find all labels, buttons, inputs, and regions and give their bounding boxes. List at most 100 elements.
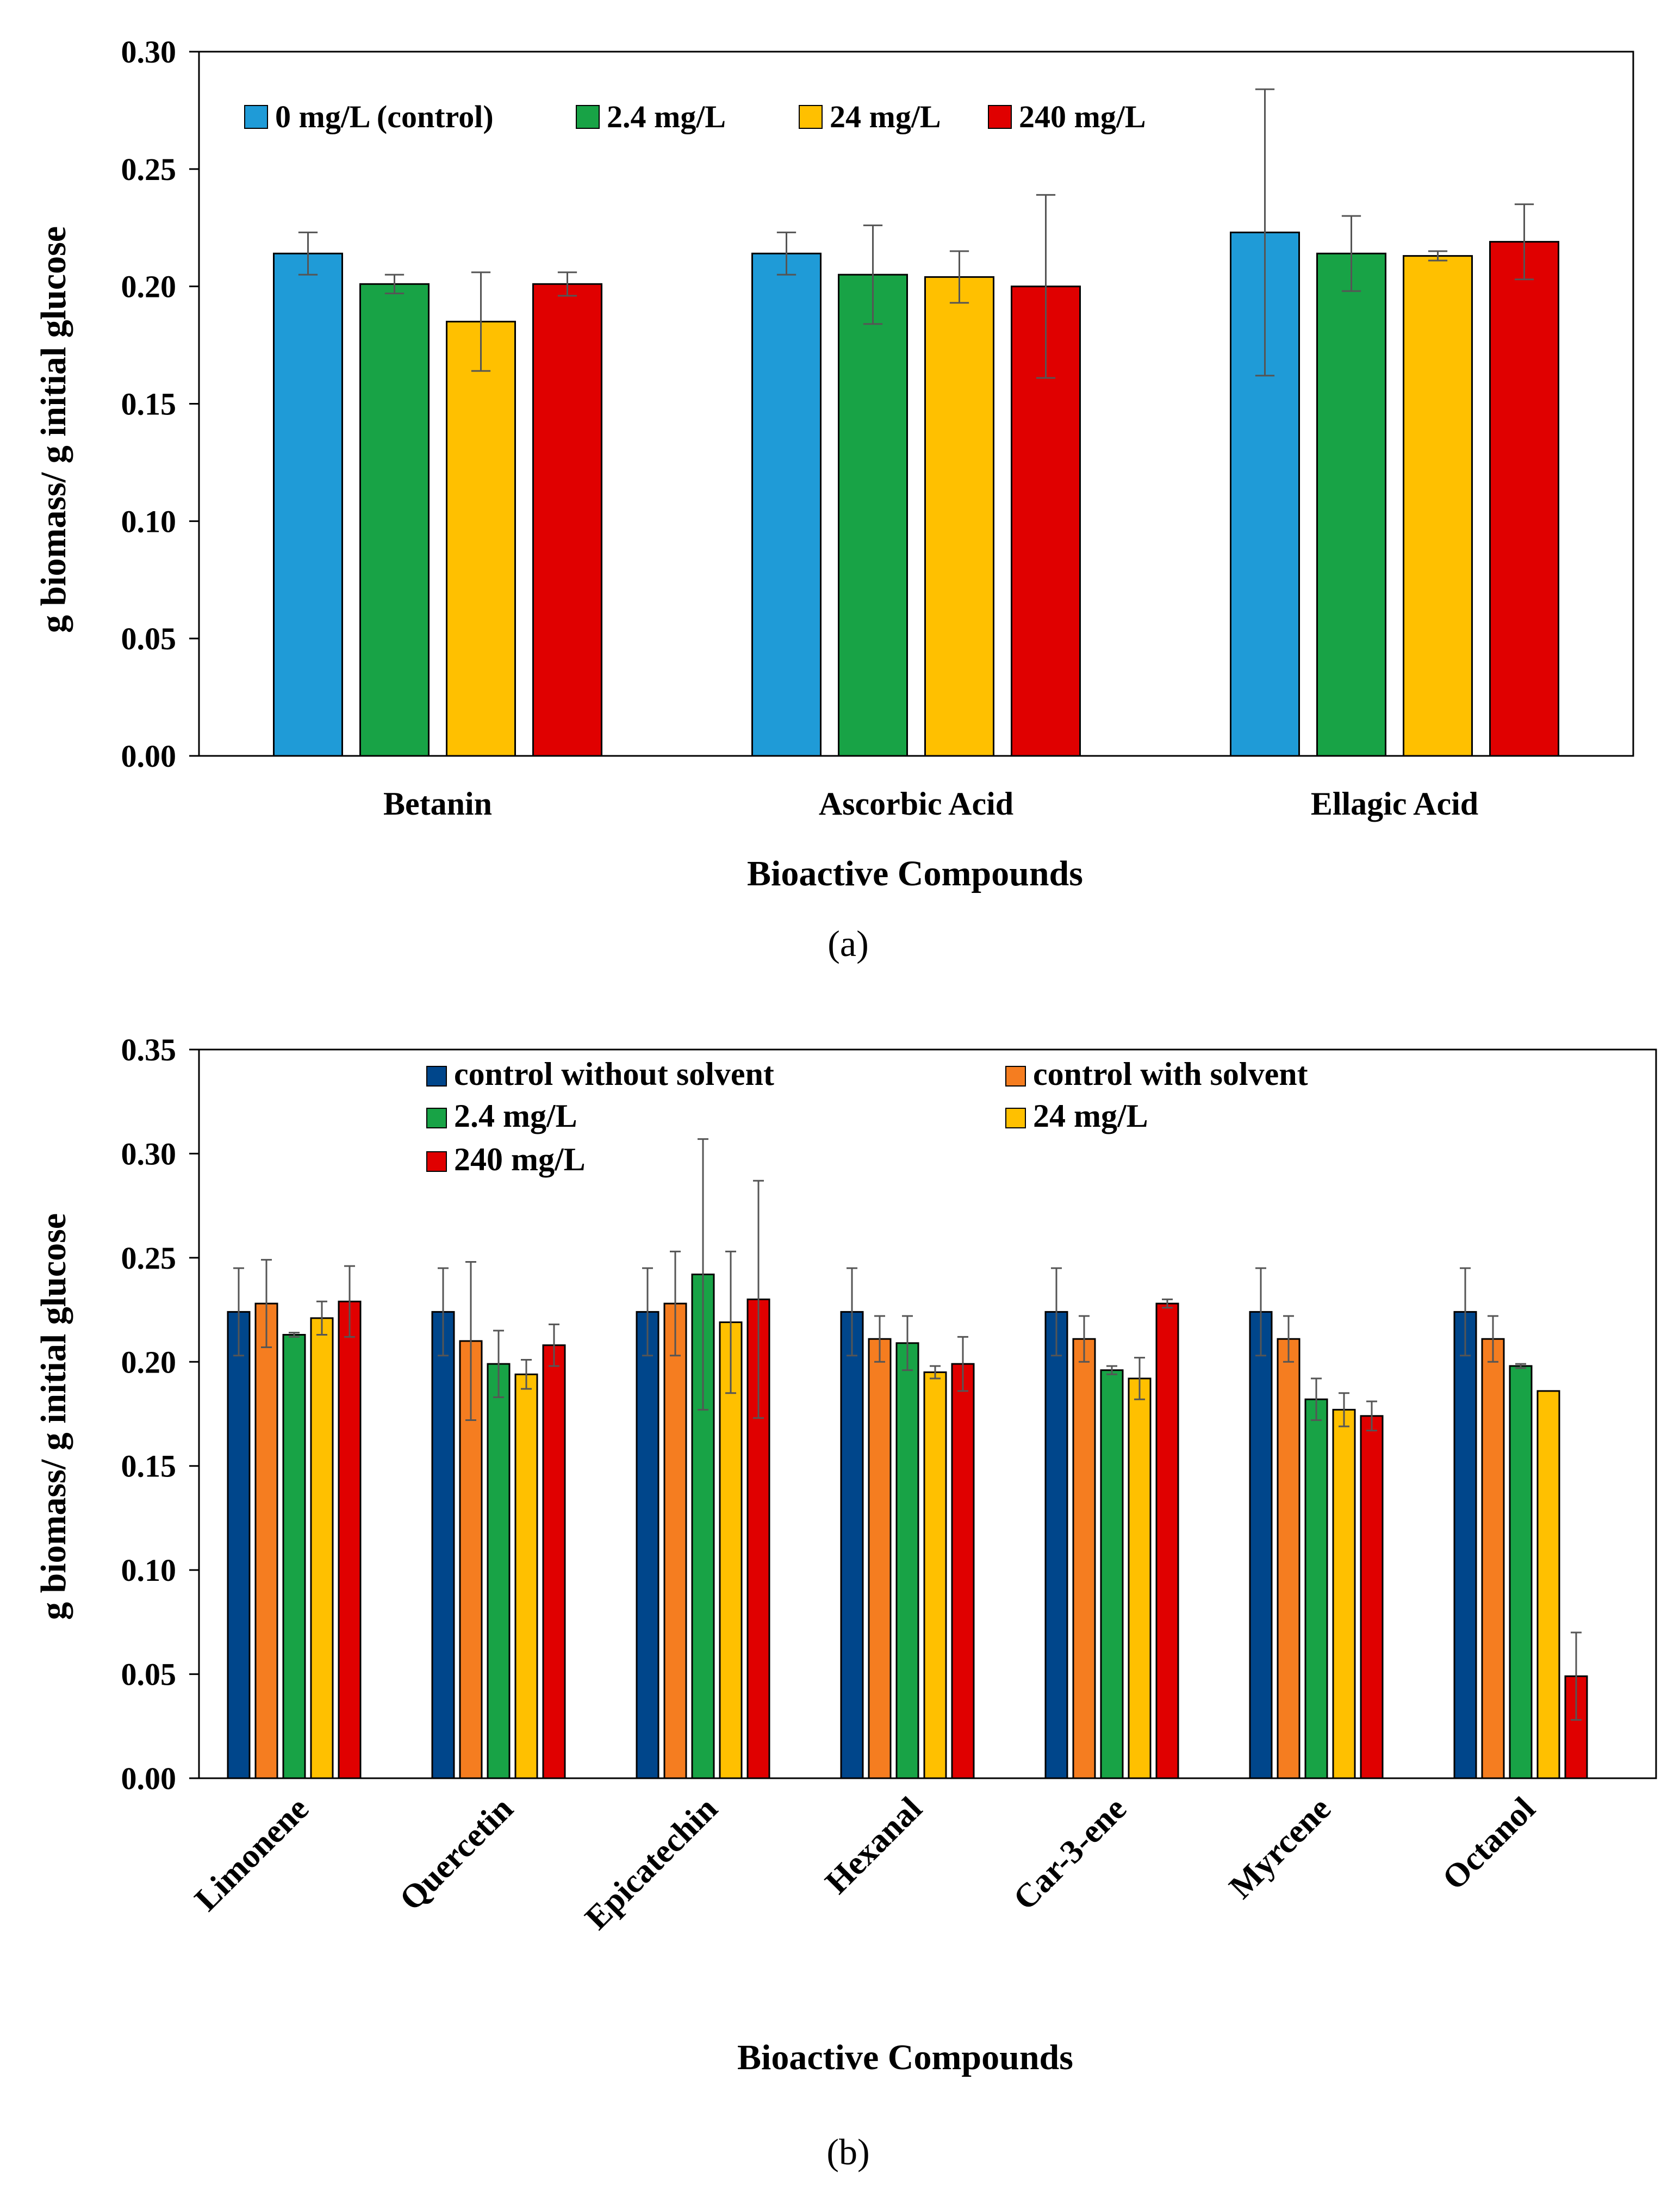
bar-hexanal-240-mg-l xyxy=(951,1363,975,1779)
y-tick-label: 0.10 xyxy=(121,504,177,539)
legend-swatch xyxy=(426,1066,447,1087)
y-axis-label-b: g biomass/ g initial glucose xyxy=(34,1213,73,1620)
bar-hexanal-24-mg-l xyxy=(923,1371,947,1779)
error-bar-betanin-240-mg-l xyxy=(557,271,577,297)
error-bar-ascorbic-acid-0-mg-l-control xyxy=(776,231,797,276)
error-bar-myrcene-240-mg-l xyxy=(1366,1400,1377,1432)
bar-ellagic-acid-24-mg-l xyxy=(1403,255,1473,757)
error-bar-hexanal-control-with-solvent xyxy=(874,1315,885,1363)
y-tick-label: 0.10 xyxy=(121,1553,177,1588)
bar-myrcene-240-mg-l xyxy=(1360,1415,1384,1779)
y-tick-label: 0.25 xyxy=(121,1240,177,1276)
bar-myrcene-control-with-solvent xyxy=(1277,1338,1301,1779)
bar-ascorbic-acid-24-mg-l xyxy=(924,276,994,757)
bar-octanol-2-4-mg-l xyxy=(1509,1365,1533,1779)
y-tick-label: 0.25 xyxy=(121,152,177,187)
bar-quercetin-240-mg-l xyxy=(542,1344,566,1779)
error-bar-myrcene-control-with-solvent xyxy=(1283,1315,1294,1363)
bar-ascorbic-acid-2-4-mg-l xyxy=(838,274,908,757)
error-bar-limonene-control-without-solvent xyxy=(233,1267,244,1357)
chart-panel-a: 0.00 0.05 0.10 0.15 0.20 0.25 0.30 Betanin Asco… xyxy=(34,34,1634,964)
axes-group-b xyxy=(189,1048,1657,1779)
legend-swatch xyxy=(426,1151,447,1172)
bar-hexanal-control-without-solvent xyxy=(840,1311,864,1779)
bar-quercetin-24-mg-l xyxy=(514,1373,538,1779)
x-axis-label-a: Bioactive Compounds xyxy=(747,854,1083,893)
error-bar-hexanal-2-4-mg-l xyxy=(902,1315,913,1371)
error-bar-epicatechin-control-without-solvent xyxy=(642,1267,653,1357)
error-bars-group-b xyxy=(233,1138,1582,1721)
x-tick-labels-a: Betanin Ascorbic Acid Ellagic Acid xyxy=(383,786,1478,822)
bar-limonene-2-4-mg-l xyxy=(282,1334,306,1779)
legend-swatch xyxy=(988,105,1012,129)
legend-label: control with solvent xyxy=(1033,1056,1308,1092)
y-tick-label: 0.05 xyxy=(121,1657,177,1692)
error-bar-ascorbic-acid-2-4-mg-l xyxy=(863,224,883,325)
error-bar-limonene-2-4-mg-l xyxy=(289,1332,300,1338)
x-axis-label-b: Bioactive Compounds xyxy=(737,2038,1073,2077)
error-bar-ascorbic-acid-24-mg-l xyxy=(949,250,969,304)
bar-limonene-control-with-solvent xyxy=(254,1302,278,1779)
bar-betanin-24-mg-l xyxy=(446,320,516,757)
legend-swatch xyxy=(799,105,823,129)
error-bar-epicatechin-control-with-solvent xyxy=(670,1250,681,1357)
error-bar-ellagic-acid-24-mg-l xyxy=(1428,250,1448,262)
legend-label: 2.4 mg/L xyxy=(607,99,726,134)
legend-entry-0-mg-l-control: 0 mg/L (control) xyxy=(244,99,494,134)
error-bar-hexanal-24-mg-l xyxy=(930,1365,941,1380)
bar-hexanal-control-with-solvent xyxy=(868,1338,892,1779)
bar-epicatechin-control-with-solvent xyxy=(663,1302,687,1779)
error-bar-hexanal-240-mg-l xyxy=(957,1336,968,1392)
error-bar-ellagic-acid-2-4-mg-l xyxy=(1341,215,1361,292)
error-bar-epicatechin-240-mg-l xyxy=(753,1180,764,1419)
error-bar-quercetin-24-mg-l xyxy=(521,1358,532,1390)
legend-label: 24 mg/L xyxy=(1033,1098,1148,1134)
legend-entry-control-with-solvent: control with solvent xyxy=(1005,1056,1308,1092)
bar-car-3-ene-2-4-mg-l xyxy=(1100,1369,1124,1779)
error-bar-ellagic-acid-0-mg-l-control xyxy=(1255,88,1275,377)
bar-hexanal-2-4-mg-l xyxy=(895,1342,919,1779)
error-bar-myrcene-control-without-solvent xyxy=(1255,1267,1266,1357)
bar-quercetin-control-without-solvent xyxy=(431,1311,455,1779)
bar-car-3-ene-control-with-solvent xyxy=(1072,1338,1096,1779)
y-tick-labels-a: 0.00 0.05 0.10 0.15 0.20 0.25 0.30 xyxy=(121,34,177,774)
y-tick-label: 0.20 xyxy=(121,269,177,305)
legend-entry-240-mg-l: 240 mg/L xyxy=(988,99,1146,134)
legend-a: 0 mg/L (control) 2.4 mg/L 24 mg/L 240 mg/L xyxy=(244,99,1146,134)
legend-entry-24-mg-l: 24 mg/L xyxy=(799,99,941,134)
y-tick-label: 0.00 xyxy=(121,1761,177,1796)
y-tick-label: 0.15 xyxy=(121,1449,177,1484)
error-bar-epicatechin-24-mg-l xyxy=(725,1250,736,1394)
y-tick-label: 0.05 xyxy=(121,621,177,656)
x-tick-label-betanin: Betanin xyxy=(383,786,492,822)
panel-label-a: (a) xyxy=(827,923,868,964)
y-tick-label: 0.30 xyxy=(121,34,177,70)
error-bar-ellagic-acid-240-mg-l xyxy=(1514,203,1534,281)
error-bar-quercetin-240-mg-l xyxy=(549,1323,559,1367)
y-tick-label: 0.20 xyxy=(121,1344,177,1380)
error-bar-limonene-control-with-solvent xyxy=(261,1259,272,1348)
error-bar-limonene-240-mg-l xyxy=(344,1265,355,1338)
error-bar-car-3-ene-2-4-mg-l xyxy=(1106,1365,1117,1375)
bar-car-3-ene-24-mg-l xyxy=(1128,1377,1152,1779)
axes-group-a xyxy=(189,51,1634,757)
bar-myrcene-24-mg-l xyxy=(1332,1408,1356,1779)
legend-swatch xyxy=(244,105,268,129)
legend-label: 240 mg/L xyxy=(1019,99,1146,134)
legend-label: 2.4 mg/L xyxy=(454,1098,577,1134)
legend-label: 0 mg/L (control) xyxy=(275,99,494,134)
legend-entry-24-mg-l: 24 mg/L xyxy=(1005,1098,1148,1134)
bar-ellagic-acid-2-4-mg-l xyxy=(1316,252,1386,757)
legend-label: 24 mg/L xyxy=(830,99,941,134)
legend-label: control without solvent xyxy=(454,1056,774,1092)
error-bar-hexanal-control-without-solvent xyxy=(847,1267,857,1357)
bar-ascorbic-acid-0-mg-l-control xyxy=(751,252,822,757)
plot-frame xyxy=(198,1048,1657,1779)
error-bar-myrcene-24-mg-l xyxy=(1339,1392,1349,1427)
error-bar-octanol-control-without-solvent xyxy=(1460,1267,1471,1357)
error-bar-betanin-24-mg-l xyxy=(471,271,491,372)
error-bar-octanol-240-mg-l xyxy=(1571,1631,1582,1721)
bar-quercetin-2-4-mg-l xyxy=(487,1363,511,1779)
error-bars-group-a xyxy=(298,88,1534,379)
